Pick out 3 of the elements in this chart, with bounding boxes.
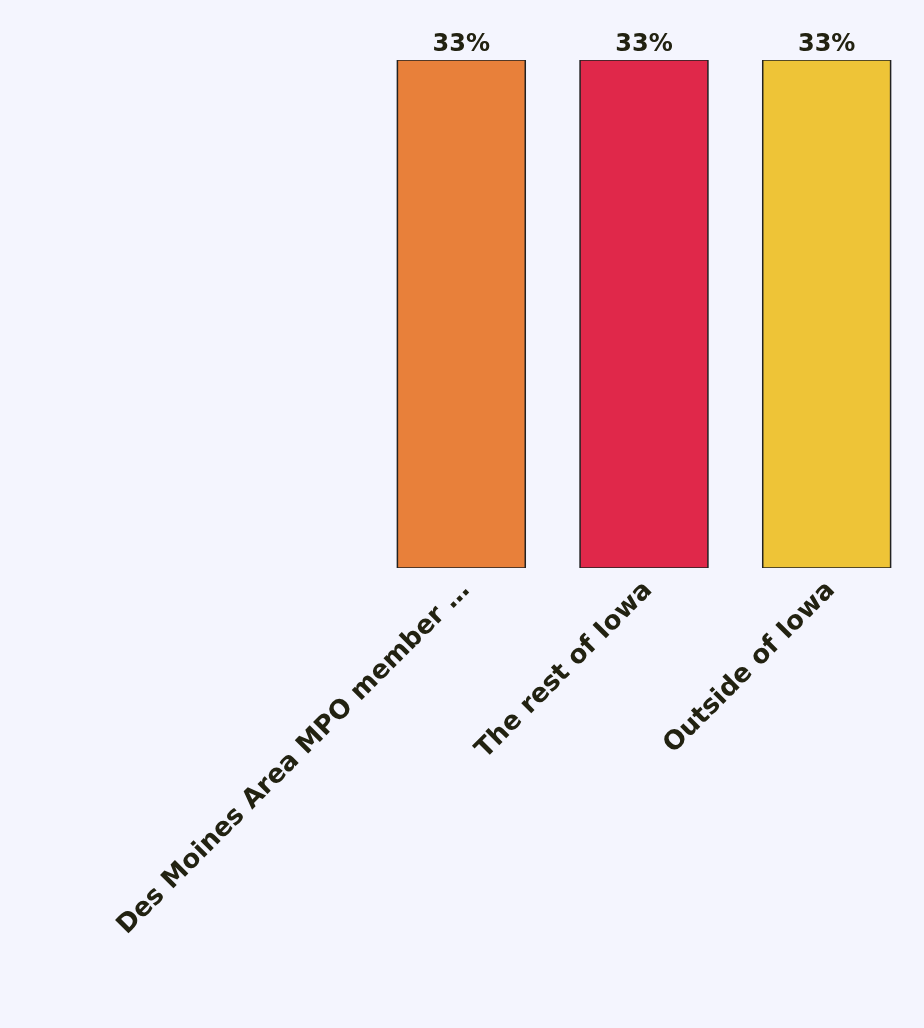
data-label: 33% [797, 29, 856, 57]
data-label: 33% [432, 29, 491, 57]
data-label: 33% [615, 29, 673, 57]
